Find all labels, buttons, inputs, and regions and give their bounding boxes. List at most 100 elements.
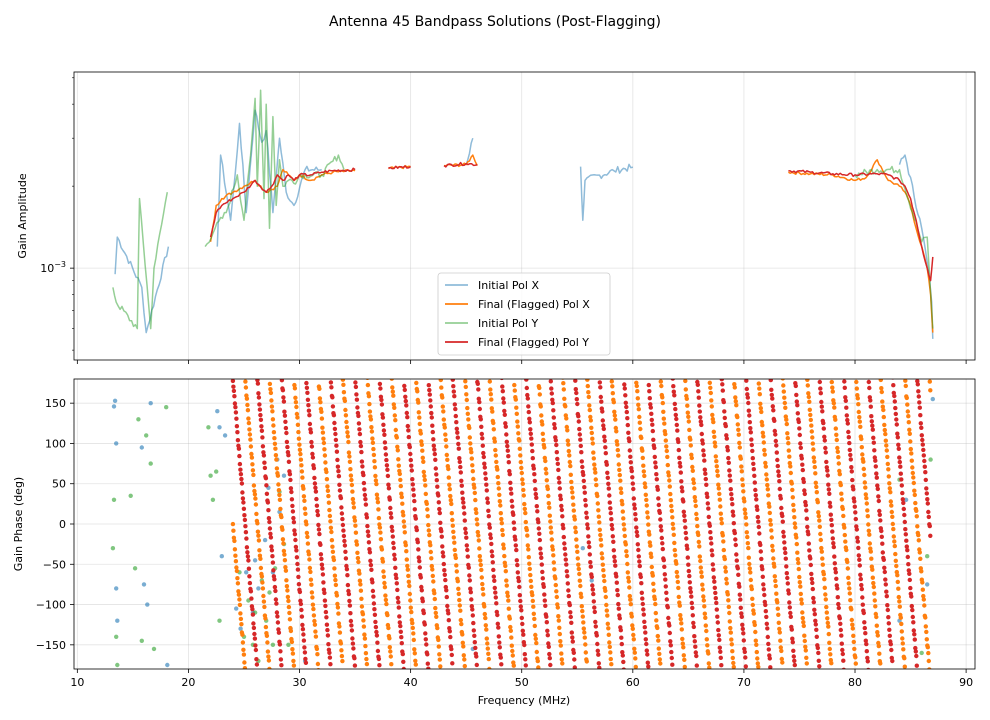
phase-point-2 xyxy=(843,539,848,544)
phase-point-2 xyxy=(575,549,580,554)
phase-point-3 xyxy=(310,455,316,460)
phase-point-3 xyxy=(275,614,280,619)
phase-point-2 xyxy=(239,622,244,627)
phase-point-3 xyxy=(471,620,476,626)
phase-point-2 xyxy=(373,478,379,483)
phase-point-2 xyxy=(663,438,668,443)
phase-point-2 xyxy=(772,574,777,579)
phase-point-3 xyxy=(536,520,541,525)
phase-point-2 xyxy=(830,385,835,390)
phase-point-2 xyxy=(580,608,585,614)
phase-point-3 xyxy=(858,572,863,577)
phase-point-3 xyxy=(511,520,516,525)
phase-point-3 xyxy=(873,458,878,463)
phase-point-2 xyxy=(759,409,764,415)
phase-point-2 xyxy=(485,646,490,651)
phase-point-3 xyxy=(669,655,674,661)
phase-point-3 xyxy=(271,568,276,573)
phase-point-2 xyxy=(283,565,288,570)
phase-point-3 xyxy=(619,641,624,647)
phase-point-3 xyxy=(726,455,731,461)
phase-point-2 xyxy=(558,643,563,648)
phase-point-3 xyxy=(399,641,404,646)
phase-point-3 xyxy=(487,522,492,527)
phase-point-2 xyxy=(547,505,552,510)
phase-point-2 xyxy=(651,588,656,593)
phase-point-2 xyxy=(570,490,575,495)
phase-point-3 xyxy=(733,542,738,548)
phase-point-2 xyxy=(605,613,610,618)
phase-point-3 xyxy=(433,466,438,471)
phase-point-2 xyxy=(375,500,381,505)
phase-point-3 xyxy=(416,555,421,560)
phase-point-3 xyxy=(639,581,644,586)
phase-point-2 xyxy=(622,533,627,539)
phase-point-3 xyxy=(333,437,339,443)
phase-point-2 xyxy=(466,417,471,422)
phase-point-3 xyxy=(730,502,735,507)
phase-point-2 xyxy=(882,427,887,433)
phase-point-3 xyxy=(638,574,643,580)
phase-point-3 xyxy=(924,486,929,491)
phase-point-3 xyxy=(319,562,325,567)
phase-point-2 xyxy=(423,483,428,488)
phase-point-2 xyxy=(297,442,302,447)
phase-point-2 xyxy=(352,515,357,520)
phase-point-3 xyxy=(557,480,562,485)
phase-point-2 xyxy=(269,404,275,409)
phase-point-3 xyxy=(875,483,880,488)
phase-point-2 xyxy=(822,577,827,582)
phase-point-2 xyxy=(604,602,609,608)
phase-point-1 xyxy=(210,497,216,502)
phase-point-2 xyxy=(821,572,826,577)
phase-point-2 xyxy=(800,615,805,621)
phase-point-3 xyxy=(537,531,542,536)
phase-point-3 xyxy=(259,424,264,429)
phase-point-2 xyxy=(449,501,454,507)
phase-point-3 xyxy=(674,416,679,422)
phase-point-2 xyxy=(854,379,859,385)
phase-point-2 xyxy=(675,574,680,579)
phase-point-2 xyxy=(280,537,286,542)
phase-point-3 xyxy=(249,596,254,601)
xtick-label: 40 xyxy=(404,676,418,689)
phase-point-3 xyxy=(744,379,749,383)
phase-point-3 xyxy=(554,442,559,448)
phase-point-3 xyxy=(723,423,728,429)
phase-point-2 xyxy=(419,442,424,447)
phase-point-2 xyxy=(899,621,904,627)
phase-point-2 xyxy=(521,487,526,493)
phase-point-3 xyxy=(767,656,772,661)
phase-point-3 xyxy=(241,506,247,511)
phase-point-3 xyxy=(791,648,796,653)
phase-point-2 xyxy=(258,565,264,571)
phase-point-2 xyxy=(388,649,393,654)
phase-point-3 xyxy=(251,625,257,631)
phase-point-2 xyxy=(745,541,750,546)
phase-point-2 xyxy=(371,452,377,458)
phase-point-1 xyxy=(286,642,291,647)
phase-point-3 xyxy=(819,404,824,409)
phase-point-3 xyxy=(898,464,903,469)
phase-point-2 xyxy=(521,493,526,498)
phase-point-3 xyxy=(763,602,768,608)
phase-point-2 xyxy=(879,389,884,395)
phase-point-2 xyxy=(374,481,379,487)
phase-point-3 xyxy=(623,400,628,405)
phase-point-3 xyxy=(403,394,408,399)
phase-point-2 xyxy=(782,395,787,400)
phase-point-3 xyxy=(637,563,642,569)
phase-point-2 xyxy=(527,566,532,572)
phase-point-3 xyxy=(774,450,779,455)
phase-point-2 xyxy=(406,579,411,584)
phase-point-3 xyxy=(335,457,340,463)
phase-point-2 xyxy=(730,655,735,661)
phase-point-2 xyxy=(924,637,929,642)
phase-point-3 xyxy=(404,403,409,408)
phase-point-3 xyxy=(505,443,510,449)
xtick-label: 30 xyxy=(293,676,307,689)
phase-point-3 xyxy=(750,456,755,461)
phase-point-3 xyxy=(896,446,901,451)
phase-point-3 xyxy=(670,662,675,667)
